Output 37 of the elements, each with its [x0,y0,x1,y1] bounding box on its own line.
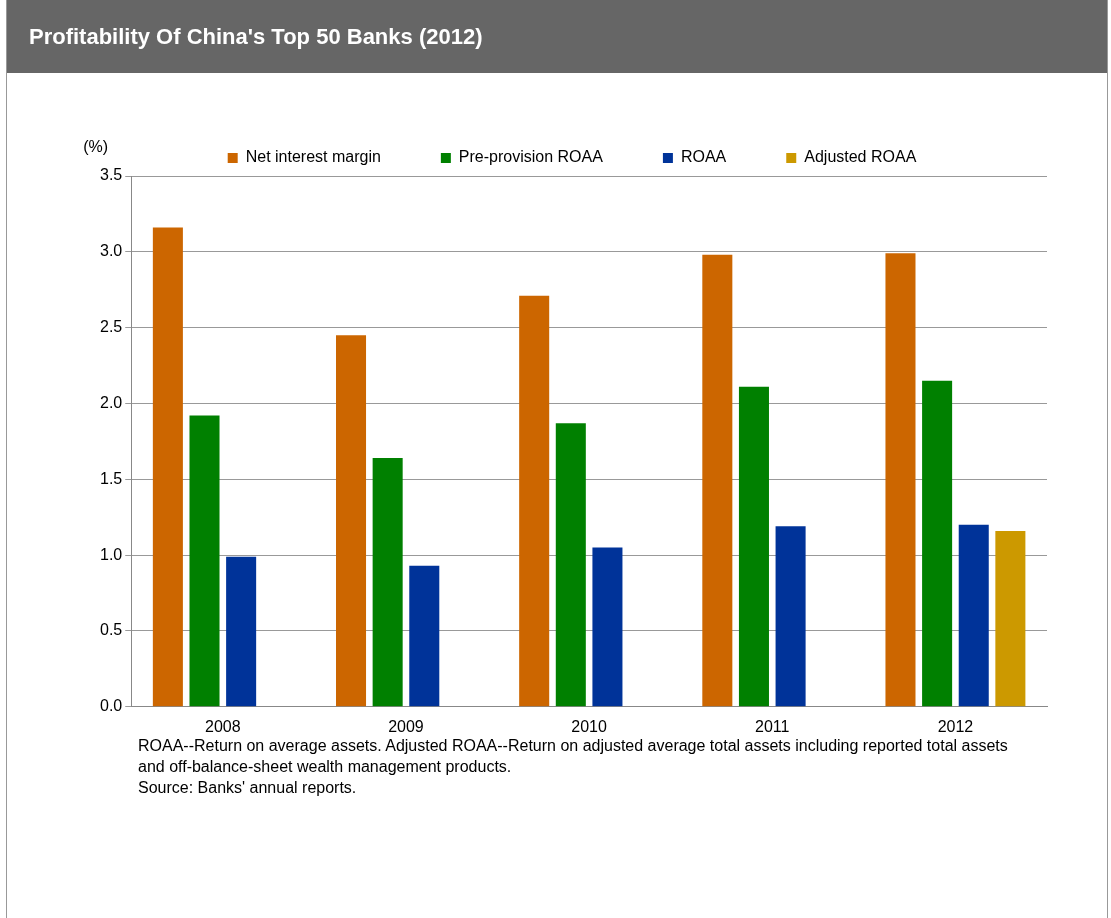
x-tick-label: 2009 [388,717,424,735]
x-tick-label: 2011 [755,717,790,735]
bar [372,458,403,707]
bar [226,556,257,707]
y-tick-label: 1.0 [99,545,123,563]
legend-label: Pre-provision ROAA [458,148,604,166]
y-tick-label: 3.0 [99,242,123,260]
bar [995,530,1026,707]
source-note: Source: Banks' annual reports. [138,778,358,798]
x-tick-label: 2010 [571,717,608,735]
bar [775,526,806,707]
legend-label: ROAA [680,148,727,166]
y-tick-label: 2.5 [99,318,123,336]
legend-label: Net interest margin [245,148,381,166]
y-tick-label: 1.5 [99,469,123,487]
x-tick-label: 2012 [937,717,974,735]
y-tick-label: 3.5 [99,166,123,184]
bar [958,524,989,707]
text: ROAA--Return on average assets. Adjusted ROAA--Return on adjusted average total assets including reported total assets and off-balance-sheet wealth management products. [138,736,1009,777]
bar [885,253,916,707]
y-tick-label: 2.0 [99,393,123,411]
y-tick-label: 0.0 [99,697,123,715]
bar [555,423,586,707]
y-tick-label: 0.5 [99,621,123,639]
x-tick-label: 2008 [205,717,241,735]
bar [702,254,733,707]
y-axis-title: (%) [83,138,109,156]
bar [152,227,183,707]
bar [738,386,769,707]
bar [922,380,953,707]
bar [189,415,220,707]
chart-title: Profitability Of China's Top 50 Banks (2012) [7,0,1107,73]
legend-label: Adjusted ROAA [804,148,917,166]
bar [592,547,623,707]
bar [336,335,367,707]
bar [409,565,440,707]
bar [519,295,550,707]
